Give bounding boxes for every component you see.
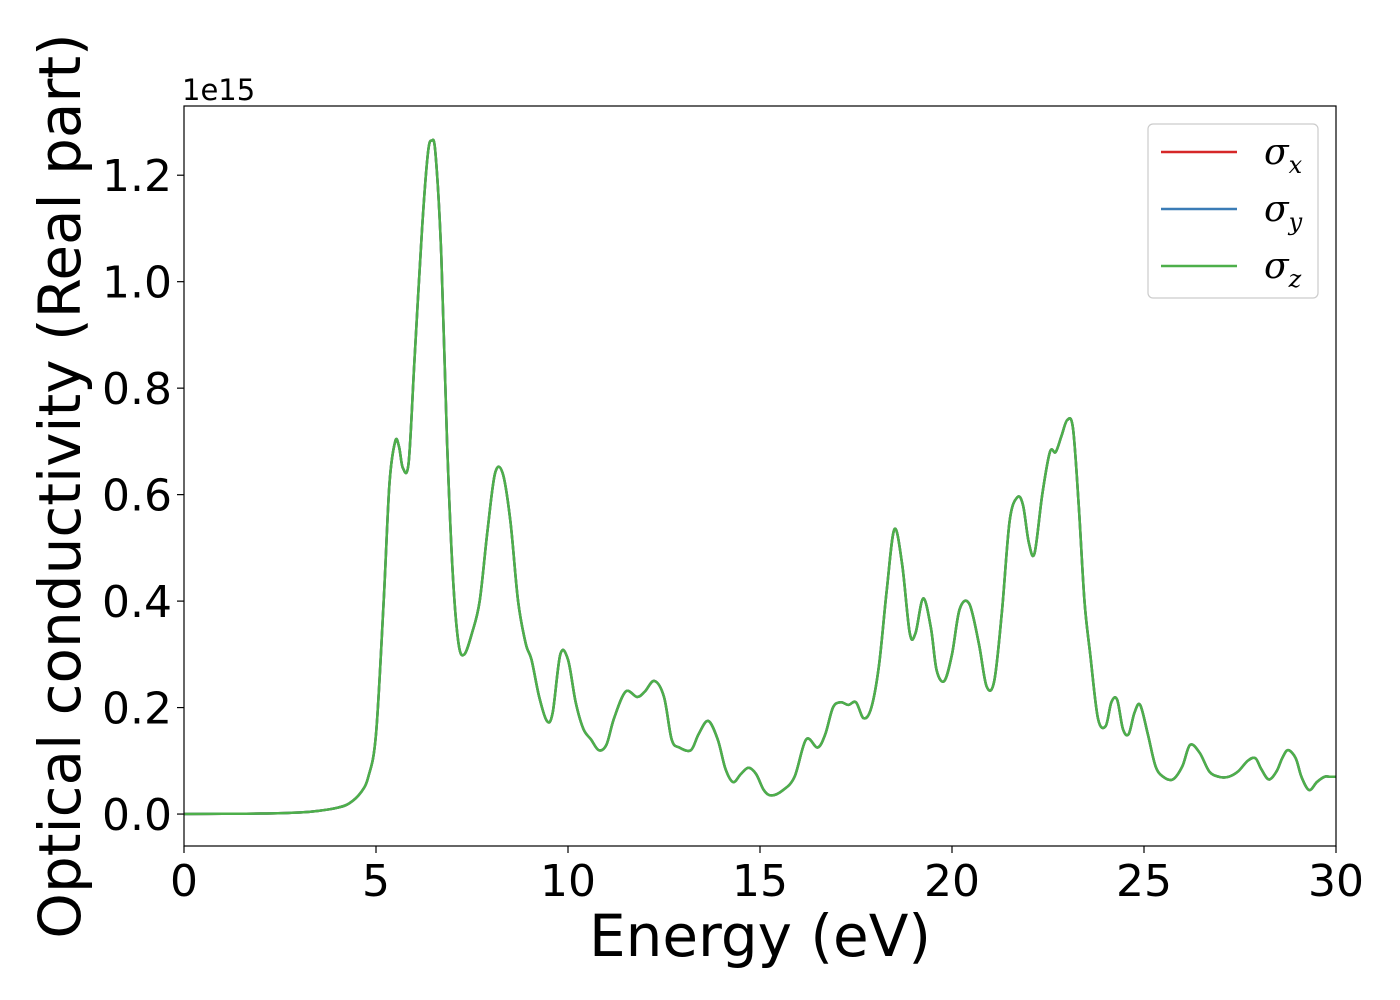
series-line-z [183,138,1336,816]
legend-label-x: σx [1264,132,1303,179]
x-tick-label: 15 [732,856,788,907]
x-tick-label: 20 [924,856,980,907]
y-tick-label: 0.6 [102,471,172,522]
legend: σx σy σz [1147,123,1319,299]
x-tick-label: 5 [362,856,390,907]
y-tick-label: 0.8 [102,364,172,415]
series-layer [183,138,1336,816]
x-tick-label: 0 [170,856,198,907]
legend-box [1147,123,1319,299]
y-offset-label: 1e15 [182,73,255,107]
y-tick-label: 0.2 [102,684,172,735]
legend-label-z: σz [1264,246,1302,293]
x-tick-label: 10 [540,856,596,907]
y-axis-ticks: 0.0 0.2 0.4 0.6 0.8 1.0 1.2 [102,151,184,841]
x-axis-ticks: 0 5 10 15 20 25 30 [170,846,1364,907]
y-tick-label: 0.0 [102,790,172,841]
x-axis-title: Energy (eV) [589,902,931,970]
x-tick-label: 25 [1116,856,1172,907]
y-tick-label: 1.2 [102,151,172,202]
y-axis-title: Optical conductivity (Real part) [26,33,94,938]
legend-label-y: σy [1264,189,1303,236]
y-tick-label: 0.4 [102,577,172,628]
x-tick-label: 30 [1308,856,1364,907]
y-tick-label: 1.0 [102,258,172,309]
